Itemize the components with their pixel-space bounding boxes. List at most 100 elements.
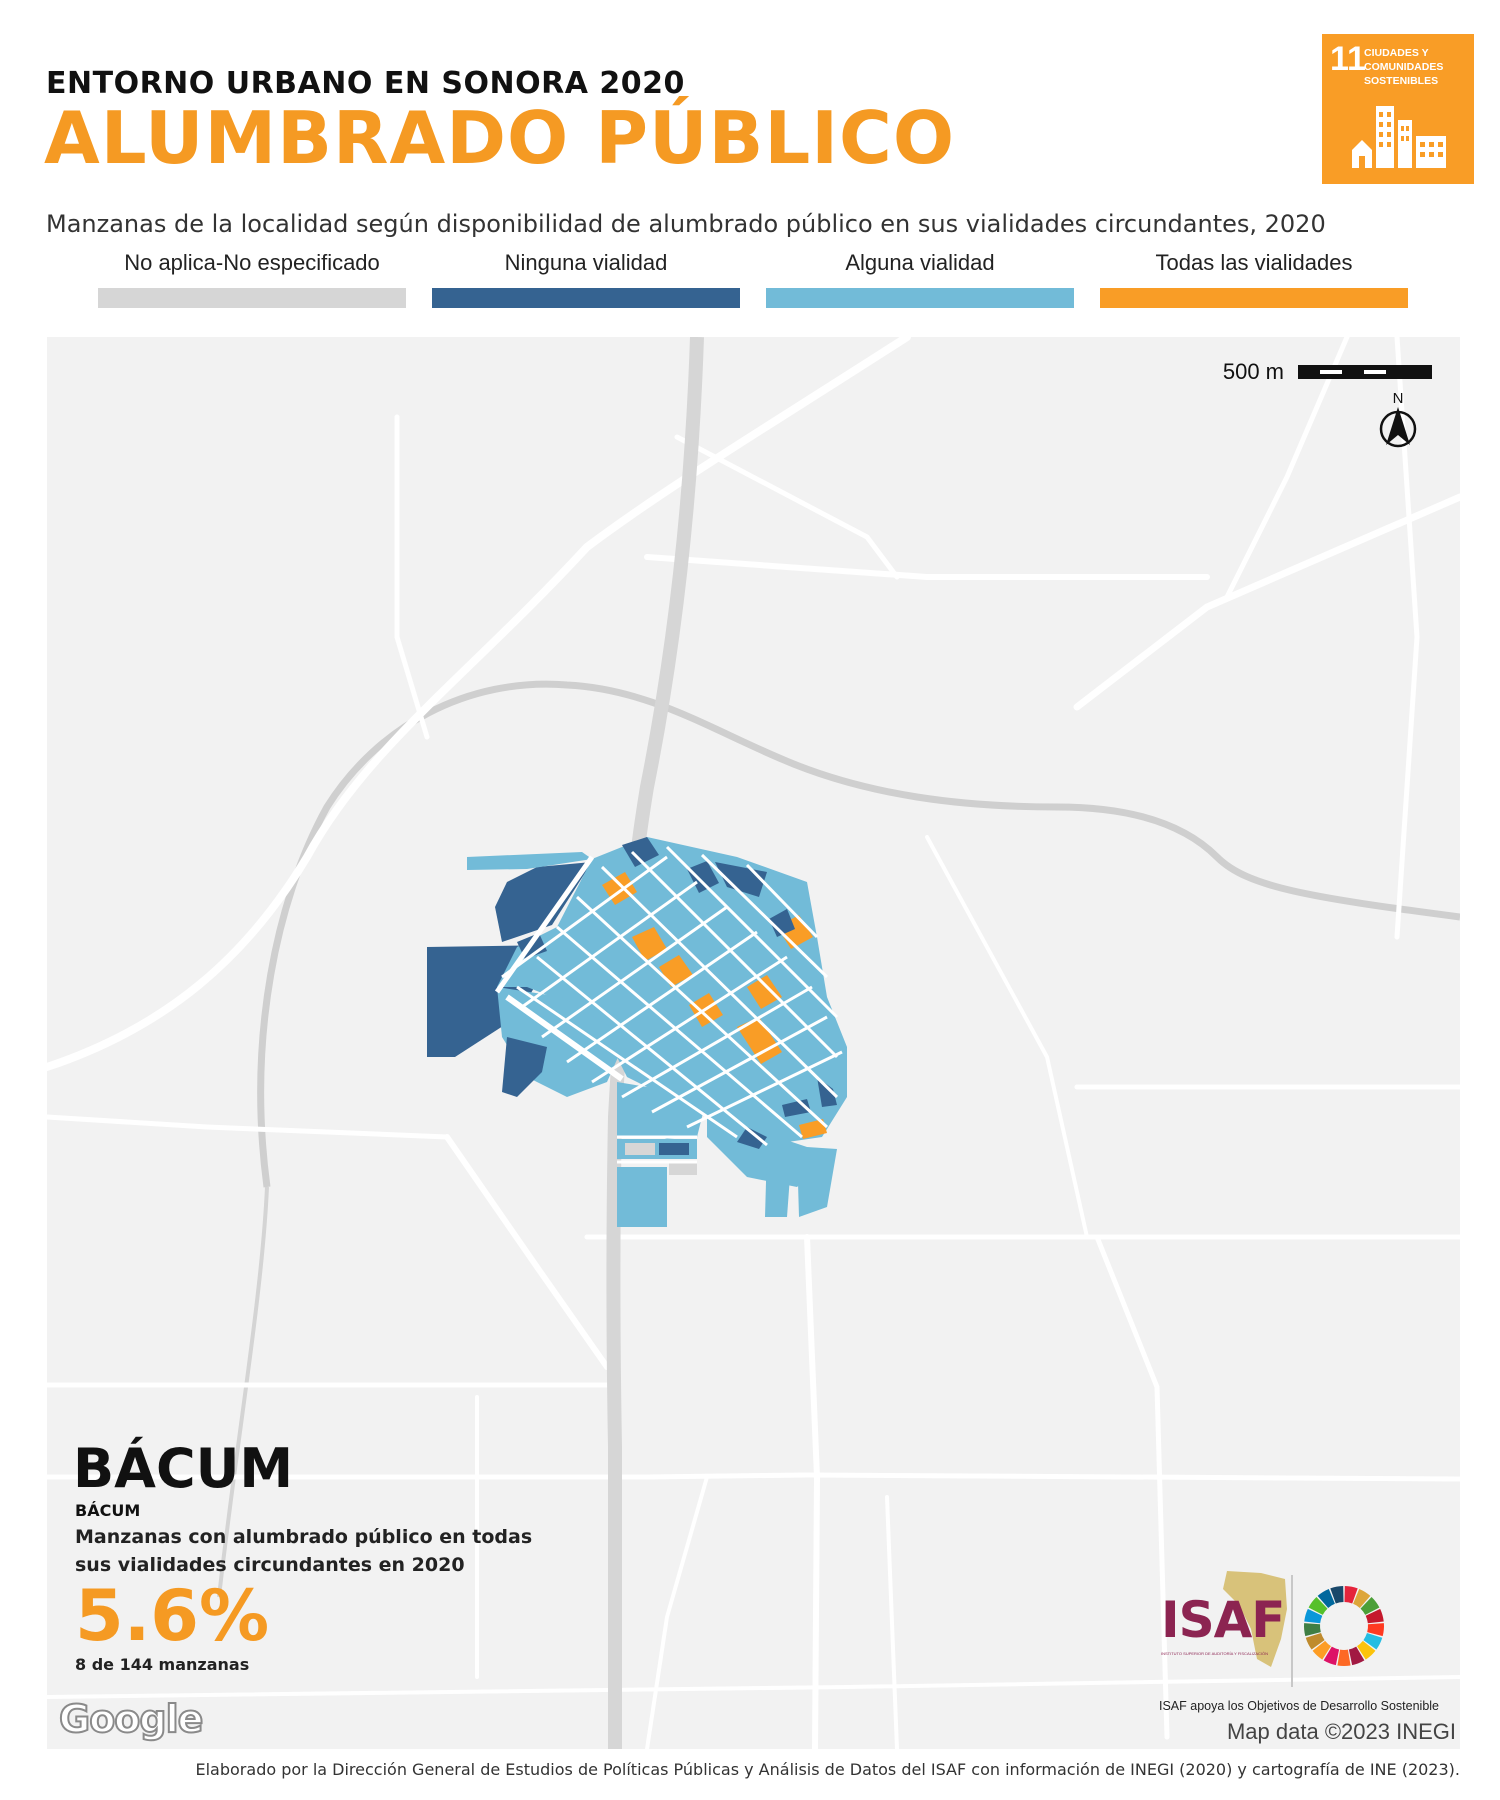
block-todas <box>799 1119 827 1139</box>
legend-label: Todas las vialidades <box>1155 250 1353 275</box>
canal-line <box>257 680 1460 1188</box>
sdg-wheel-segment <box>1360 1596 1380 1615</box>
block-na <box>625 1143 655 1155</box>
north-label: N <box>1393 390 1404 407</box>
scale-bar <box>1298 365 1432 379</box>
block-alguna <box>617 1082 707 1139</box>
north-arrow-icon: N <box>1379 390 1417 448</box>
sdg-wheel-segment <box>1348 1646 1365 1666</box>
map-panel[interactable]: 500 m N BÁCUM BÁCUM Manzanas con alumbra… <box>47 337 1460 1749</box>
sdg-wheel-segment <box>1304 1608 1323 1624</box>
block-alguna <box>467 852 592 870</box>
block-ninguna <box>737 1127 767 1149</box>
road <box>505 994 624 1082</box>
isaf-caption: ISAF apoya los Objetivos de Desarrollo S… <box>1159 1699 1440 1713</box>
road <box>645 1475 709 1749</box>
legend-label: No aplica-No especificado <box>124 250 380 275</box>
sdg-text: CIUDADES Y COMUNIDADES SOSTENIBLES <box>1364 46 1464 88</box>
block-ninguna <box>502 1037 547 1097</box>
block-na <box>669 1163 697 1175</box>
report-kicker: ENTORNO URBANO EN SONORA 2020 <box>46 66 685 101</box>
block-ninguna <box>659 1143 689 1155</box>
canal-line <box>217 1186 269 1598</box>
road <box>804 1234 821 1749</box>
sdg-text-line: CIUDADES Y <box>1364 47 1429 59</box>
metric-value: 5.6% <box>75 1575 270 1657</box>
road <box>47 337 911 1071</box>
sdg-wheel-segment <box>1353 1588 1371 1608</box>
block-alguna <box>617 1167 667 1227</box>
map-subtitle: Manzanas de la localidad según disponibi… <box>46 210 1326 238</box>
google-logo: Google <box>58 1696 204 1742</box>
block-ninguna <box>769 909 795 937</box>
road <box>1073 493 1460 711</box>
road <box>47 1114 450 1140</box>
sdg-wheel-segment <box>1344 1586 1358 1604</box>
sdg-wheel-segment <box>1308 1596 1328 1615</box>
map-attribution: Map data ©2023 INEGI <box>1226 1719 1456 1744</box>
scale-label: 500 m <box>1222 359 1284 384</box>
page-title: ALUMBRADO PÚBLICO <box>44 96 956 180</box>
road <box>444 1134 610 1370</box>
locality-name: BÁCUM <box>73 1437 294 1500</box>
locality-name-small: BÁCUM <box>75 1501 141 1520</box>
sdg-wheel-segment <box>1323 1646 1340 1666</box>
legend-item: No aplica-No especificado <box>98 248 406 308</box>
sonora-map-icon <box>1223 1571 1287 1667</box>
legend-swatch <box>98 288 406 308</box>
sdg-11-badge: 11 CIUDADES Y COMUNIDADES SOSTENIBLES <box>1322 34 1474 184</box>
sdg-text-line: COMUNIDADES <box>1364 61 1444 73</box>
block-alguna <box>797 1149 837 1217</box>
metric-count: 8 de 144 manzanas <box>75 1655 250 1674</box>
sdg-wheel-segment <box>1317 1588 1335 1608</box>
block-ninguna <box>782 1099 811 1117</box>
block-alguna <box>765 1147 792 1217</box>
road <box>674 434 900 580</box>
sdg-wheel-segment <box>1357 1640 1376 1660</box>
block-ninguna <box>495 862 592 942</box>
road <box>1224 337 1350 600</box>
basemap <box>47 337 1460 1749</box>
block-ninguna <box>622 837 659 867</box>
road <box>925 835 1089 1239</box>
sdg-number: 11 <box>1330 40 1366 78</box>
footer-credit: Elaborado por la Dirección General de Es… <box>195 1760 1461 1779</box>
urban-blocks <box>427 837 847 1227</box>
road <box>885 1495 899 1749</box>
legend-item: Alguna vialidad <box>766 248 1074 308</box>
block-todas <box>737 1017 782 1064</box>
legend-swatch <box>432 288 740 308</box>
metric-description: Manzanas con alumbrado público en todas … <box>75 1526 533 1576</box>
sdg-wheel-segment <box>1363 1633 1383 1650</box>
road <box>47 1472 1460 1482</box>
isaf-logo: ISAF <box>1161 1591 1285 1649</box>
street-grid <box>501 845 843 1164</box>
road <box>394 414 430 740</box>
logo-divider <box>1291 1575 1293 1687</box>
sdg-wheel-segment <box>1312 1640 1331 1660</box>
partner-logos: ISAF INSTITUTO SUPERIOR DE AUDITORÍA Y F… <box>1155 1569 1455 1719</box>
legend: No aplica-No especificado Ninguna vialida… <box>98 248 1408 308</box>
block-todas <box>747 975 782 1009</box>
sdg-wheel-segment <box>1330 1586 1344 1604</box>
legend-label: Alguna vialidad <box>845 250 995 275</box>
block-ninguna <box>817 1077 837 1107</box>
legend-swatch <box>766 288 1074 308</box>
sdg-wheel-segment <box>1365 1608 1384 1624</box>
road <box>47 1675 1460 1699</box>
sdg-wheel-segment <box>1304 1623 1321 1637</box>
city-buildings-icon <box>1352 106 1446 168</box>
legend-item: Todas las vialidades <box>1100 248 1408 308</box>
legend-item: Ninguna vialidad <box>432 248 740 308</box>
legend-swatch <box>1100 288 1408 308</box>
road <box>644 554 1210 580</box>
legend-label: Ninguna vialidad <box>504 250 668 275</box>
block-todas <box>632 927 667 961</box>
sdg-wheel-segment <box>1337 1649 1351 1666</box>
road <box>494 855 595 994</box>
sdg-wheel-segment <box>1367 1623 1384 1637</box>
sdg-text-line: SOSTENIBLES <box>1364 75 1439 87</box>
isaf-subtext: INSTITUTO SUPERIOR DE AUDITORÍA Y FISCAL… <box>1161 1651 1269 1656</box>
sdg-wheel-segment <box>1305 1633 1325 1650</box>
road <box>1094 1234 1170 1740</box>
